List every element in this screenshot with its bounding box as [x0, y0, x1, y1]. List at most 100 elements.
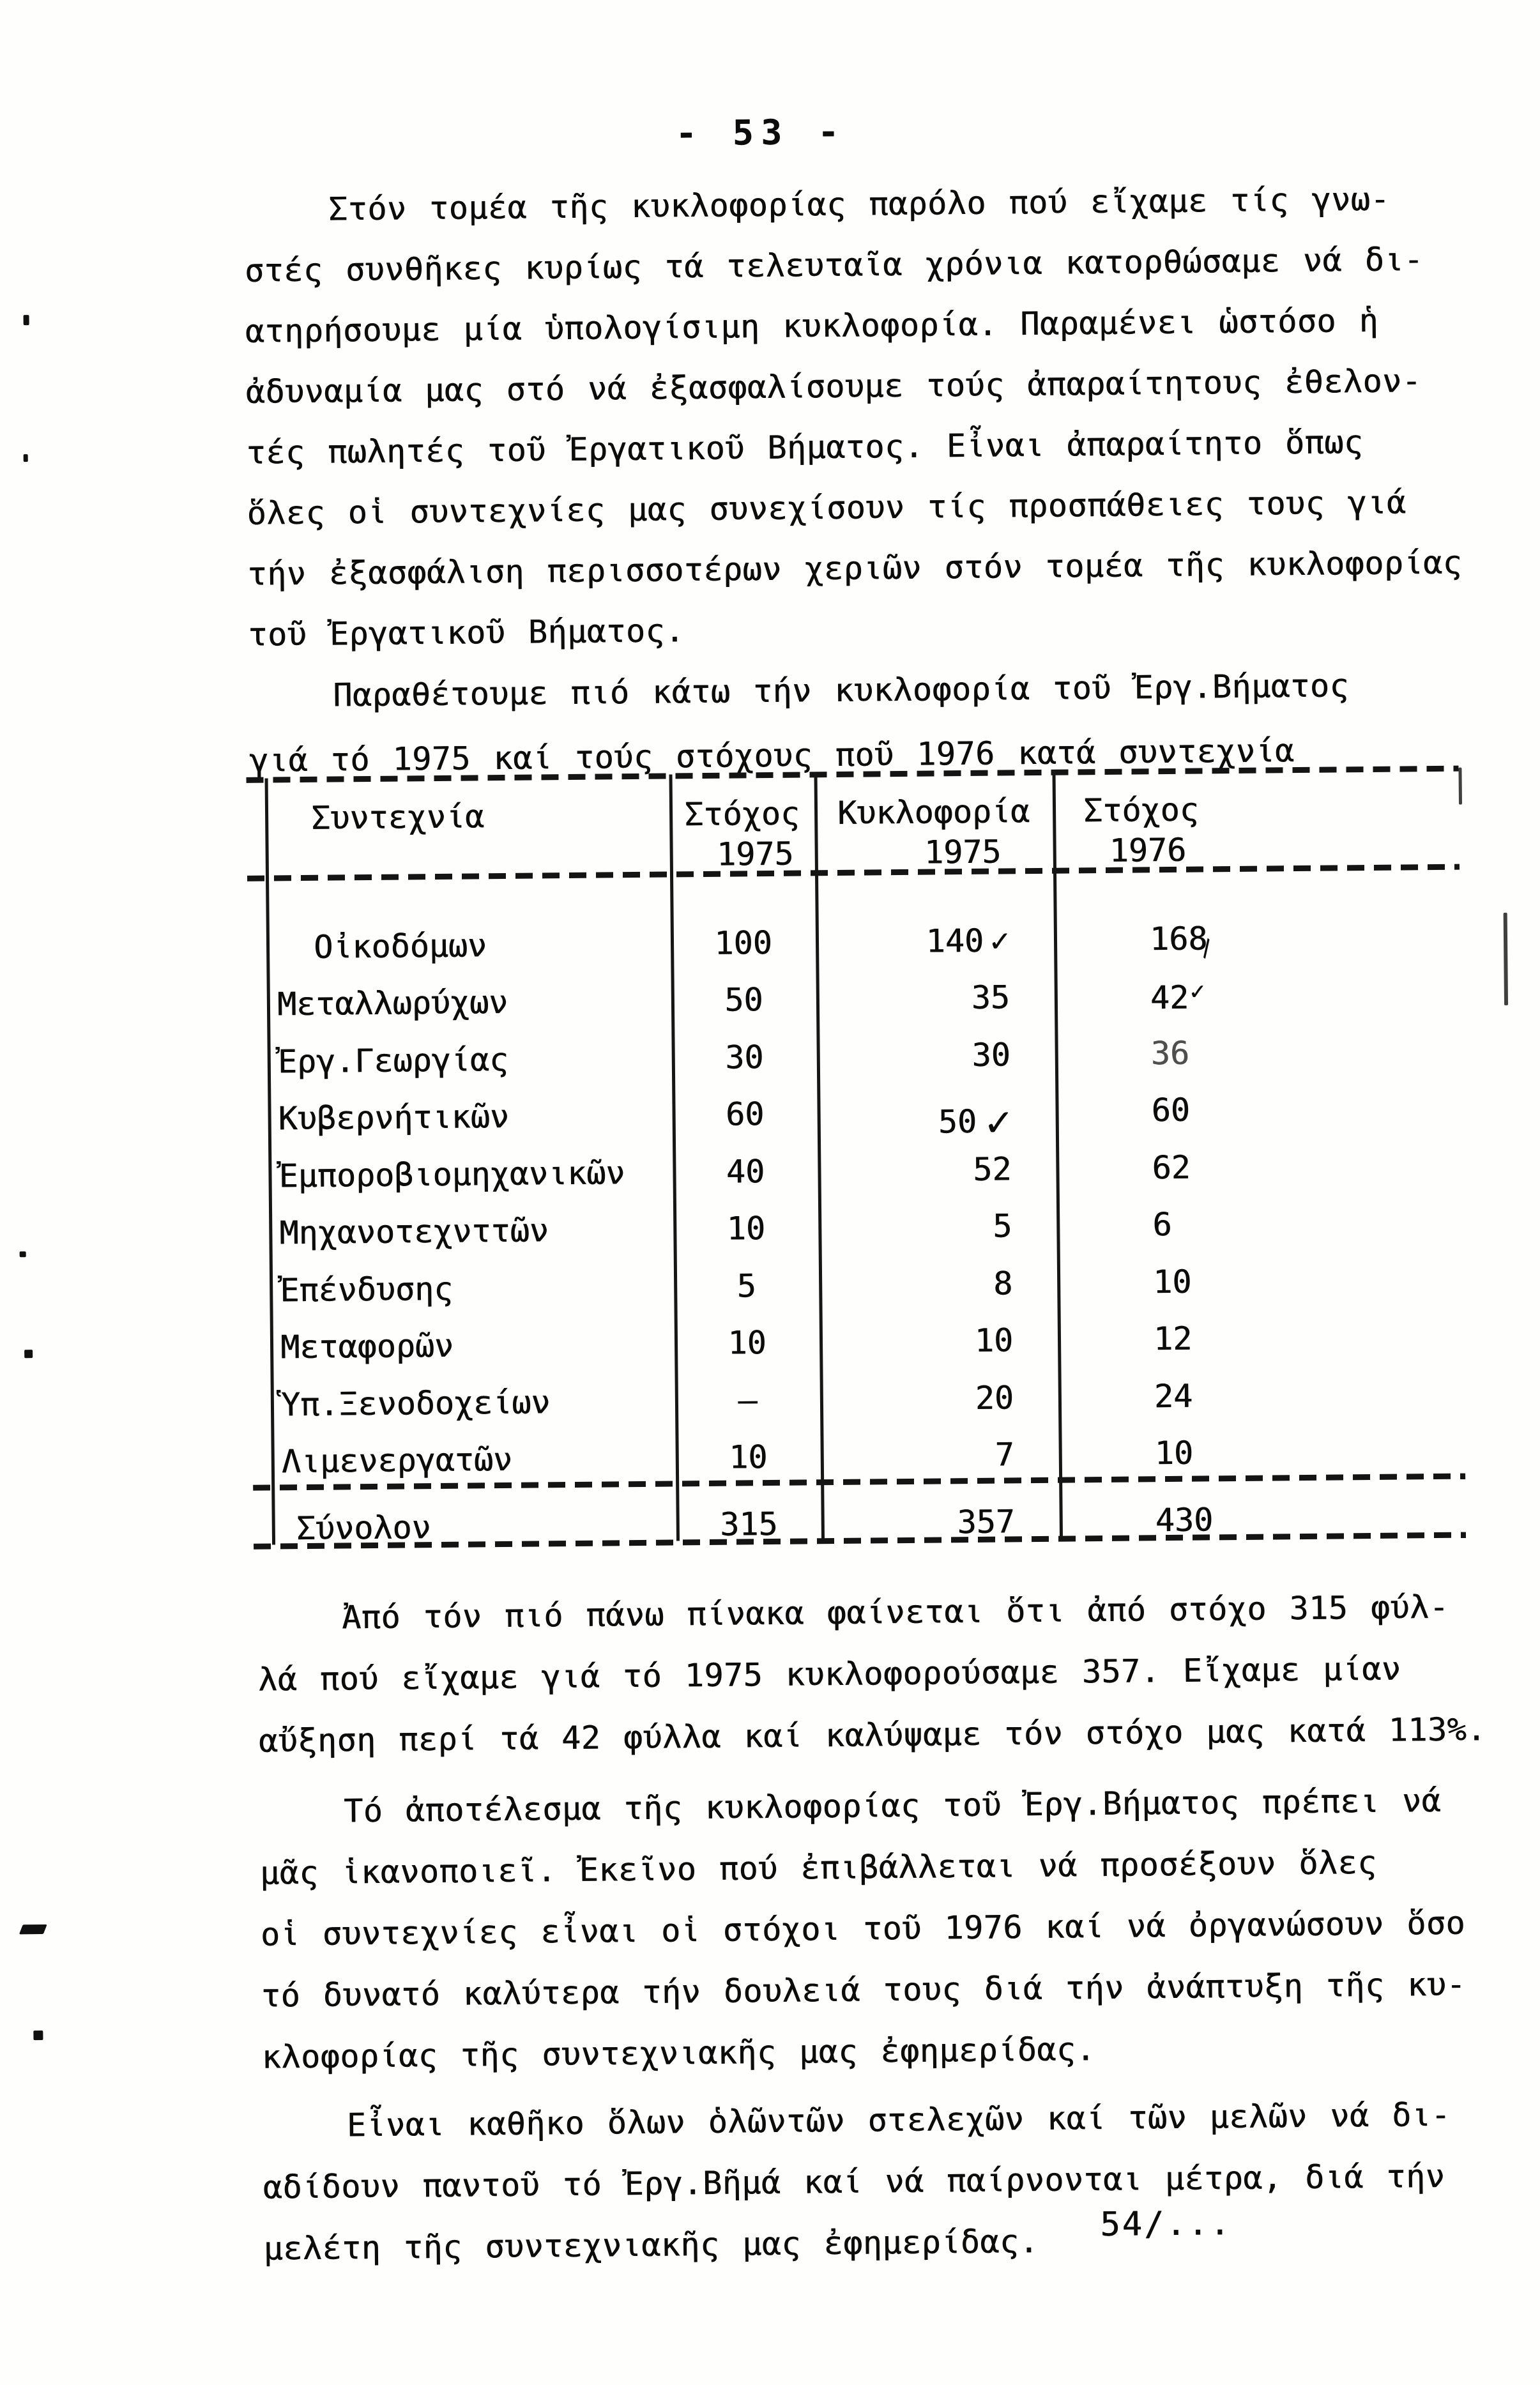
target-1976-cell: 168\ — [1149, 920, 1220, 963]
text-line: αδίδουν παντοῦ τό Ἐργ.Βῆμά καί νά παίρνο… — [263, 2157, 1445, 2206]
circulation-1975-cell: 7 — [995, 1436, 1015, 1474]
guild-name-cell: Οἰκοδόμων — [313, 927, 487, 966]
check-mark-icon: ✓ — [985, 1097, 1012, 1147]
page-number: - 53 - — [675, 111, 847, 154]
total-circulation-1975-cell: 357 — [957, 1503, 1016, 1541]
table-row: Ἐπένδυσης 5 8 10 — [270, 1261, 1455, 1309]
text-line: μελέτη τῆς συντεχνιακῆς μας ἐφημερίδας. — [263, 2223, 1039, 2267]
guild-name-cell: Μεταφορῶν — [280, 1327, 454, 1366]
paragraph-table-analysis: Ἀπό τόν πιό πάνω πίνακα φαίνεται ὅτι ἀπό… — [257, 1588, 1493, 1784]
text-line: ὅλες οἱ συντεχνίες μας συνεχίσουν τίς πρ… — [247, 484, 1407, 532]
text-line: λά πού εἴχαμε γιά τό 1975 κυκλοφορούσαμε… — [257, 1650, 1401, 1698]
text-line: τήν ἐξασφάλιση περισσοτέρων χεριῶν στόν … — [247, 544, 1463, 593]
guild-name-cell: Ἐμποροβιομηχανικῶν — [278, 1154, 625, 1195]
table-row: Κυβερνήτικῶν 60 50 ✓ 60 — [268, 1089, 1454, 1150]
target-1976-cell: 42✓ — [1150, 977, 1205, 1017]
table-total-row: Σύνολον 315 357 430 — [272, 1499, 1458, 1548]
check-mark-icon: ✓ — [1189, 977, 1205, 1005]
target-1976-cell: 10 — [1154, 1434, 1194, 1472]
circulation-1975-cell: 140 ✓ — [926, 922, 1010, 960]
guild-name-cell: Μεταλλωρύχων — [277, 983, 508, 1023]
paragraph-circulation-intro: Στόν τομέα τῆς κυκλοφορίας παρόλο πού εἴ… — [244, 179, 1483, 677]
text-line: αὔξηση περί τά 42 φύλλα καί καλύψαμε τόν… — [258, 1711, 1486, 1760]
text-line: Τό ἀποτέλεσμα τῆς κυκλοφορίας τοῦ Ἐργ.Βή… — [343, 1781, 1442, 1830]
table-row: Ἐμποροβιομηχανικῶν 40 52 62 — [268, 1147, 1454, 1195]
circulation-table: Συντεχνία Στόχος 1975 Κυκλοφορία 1975 Στ… — [246, 763, 1470, 1558]
circulation-1975-cell: 30 — [972, 1036, 1011, 1074]
scan-artifact — [24, 1350, 33, 1359]
target-1975-cell: 30 — [724, 1039, 764, 1076]
scan-artifact — [19, 1924, 47, 1935]
text-line: τές πωλητές τοῦ Ἐργατικοῦ Βήματος. Εἶναι… — [246, 423, 1364, 471]
scan-artifact — [1503, 912, 1509, 1005]
check-mark-icon: ✓ — [989, 922, 1010, 959]
circulation-1975-cell: 35 — [971, 979, 1010, 1016]
target-1975-cell: 60 — [725, 1095, 765, 1133]
guild-name-cell: Μηχανοτεχνττῶν — [279, 1212, 549, 1252]
text-line: τό δυνατό καλύτερα τήν δουλειά τους διά … — [261, 1965, 1467, 2015]
guild-name-cell: Κυβερνήτικῶν — [278, 1097, 510, 1138]
target-1976-cell: 12 — [1153, 1320, 1193, 1358]
target-1975-cell: 10 — [726, 1210, 766, 1247]
total-target-1976-cell: 430 — [1155, 1501, 1214, 1539]
table-header-row: Συντεχνία Στόχος 1975 Κυκλοφορία 1975 Στ… — [265, 789, 1451, 881]
table-row: Μεταλλωρύχων 50 35 42✓ — [267, 975, 1453, 1025]
target-1975-cell: – — [738, 1382, 758, 1419]
target-1976-cell: 60 — [1151, 1091, 1191, 1129]
table-row: Ὑπ.Ξενοδοχείων – 20 24 — [271, 1375, 1456, 1424]
text-line: Εἶναι καθῆκο ὅλων ὁλῶντῶν στελεχῶν καί τ… — [346, 2096, 1451, 2144]
scan-artifact — [1458, 767, 1463, 805]
target-1976-cell: 36 — [1150, 1034, 1190, 1072]
target-1975-cell: 10 — [728, 1324, 766, 1362]
text-line: ατηρήσουμε μία ὑπολογίσιμη κυκλοφορία. Π… — [245, 301, 1379, 350]
header-target-1976: Στόχος 1976 — [1083, 791, 1199, 869]
circulation-1975-cell: 52 — [972, 1150, 1012, 1188]
total-target-1975-cell: 315 — [719, 1505, 778, 1543]
text-line: μᾶς ἱκανοποιεῖ. Ἐκεῖνο πού ἐπιβάλλεται ν… — [259, 1843, 1377, 1892]
text-line: Παραθέτουμε πιό κάτω τήν κυκλοφορία τοῦ … — [333, 667, 1350, 714]
text-line: Ἀπό τόν πιό πάνω πίνακα φαίνεται ὅτι ἀπό… — [341, 1588, 1449, 1636]
scan-artifact — [23, 454, 28, 462]
text-line: οἱ συντεχνίες εἶναι οἱ στόχοι τοῦ 1976 κ… — [260, 1904, 1466, 1953]
target-1976-cell: 62 — [1152, 1148, 1191, 1187]
header-circulation-1975: Κυκλοφορία 1975 — [837, 793, 1030, 871]
circulation-1975-cell: 20 — [975, 1379, 1014, 1417]
paragraph-duty-note: Εἶναι καθῆκο ὅλων ὁλῶντῶν στελεχῶν καί τ… — [263, 2096, 1498, 2292]
table-row: Μηχανοτεχνττῶν 10 5 6 — [269, 1203, 1454, 1252]
guild-name-cell: Ἐργ.Γεωργίας — [277, 1040, 509, 1081]
target-1975-cell: 5 — [736, 1267, 757, 1305]
target-1975-cell: 10 — [728, 1438, 768, 1476]
target-1975-cell: 40 — [726, 1153, 765, 1191]
guild-name-cell: Ὑπ.Ξενοδοχείων — [280, 1383, 551, 1424]
header-guild: Συντεχνία — [310, 798, 485, 837]
target-1975-cell: 100 — [714, 924, 772, 962]
guild-name-cell: Λιμενεργατῶν — [281, 1440, 513, 1481]
circulation-1975-cell: 50 ✓ — [938, 1097, 1012, 1147]
header-target-1975: Στόχος 1975 — [684, 795, 800, 873]
target-1976-cell: 6 — [1152, 1205, 1172, 1244]
table-row: Ἐργ.Γεωργίας 30 30 36 — [268, 1032, 1453, 1081]
text-line: τοῦ Ἐργατικοῦ Βήματος. — [248, 612, 685, 653]
total-label-cell: Σύνολον — [296, 1509, 431, 1548]
target-1976-cell: 10 — [1152, 1263, 1192, 1301]
table-row: Μεταφορῶν 10 10 12 — [270, 1318, 1456, 1366]
target-1976-cell: 24 — [1154, 1377, 1193, 1415]
scan-artifact — [19, 1251, 26, 1258]
circulation-1975-cell: 10 — [974, 1322, 1014, 1359]
scan-artifact — [23, 315, 29, 326]
guild-name-cell: Ἐπένδυσης — [279, 1270, 454, 1309]
target-1975-cell: 50 — [724, 981, 763, 1019]
table-row: Λιμενεργατῶν 10 7 10 — [271, 1432, 1457, 1481]
scan-artifact — [33, 2030, 43, 2041]
paragraph-result-comment: Τό ἀποτέλεσμα τῆς κυκλοφορίας τοῦ Ἐργ.Βή… — [259, 1781, 1497, 2100]
circulation-1975-cell: 8 — [993, 1265, 1013, 1302]
text-line: Στόν τομέα τῆς κυκλοφορίας παρόλο πού εἴ… — [328, 180, 1391, 228]
table-row: Οἰκοδόμων 100 140 ✓ 168\ — [266, 918, 1452, 966]
text-line: ἀδυναμία μας στό νά ἐξασφαλίσουμε τούς ἀ… — [245, 362, 1422, 411]
circulation-1975-cell: 5 — [992, 1207, 1012, 1245]
text-line: στές συνθῆκες κυρίως τά τελευταῖα χρόνια… — [244, 241, 1424, 289]
text-line: κλοφορίας τῆς συντεχνιακῆς μας ἐφημερίδα… — [261, 2031, 1096, 2076]
next-page-marker: 54/... — [1100, 2204, 1232, 2244]
